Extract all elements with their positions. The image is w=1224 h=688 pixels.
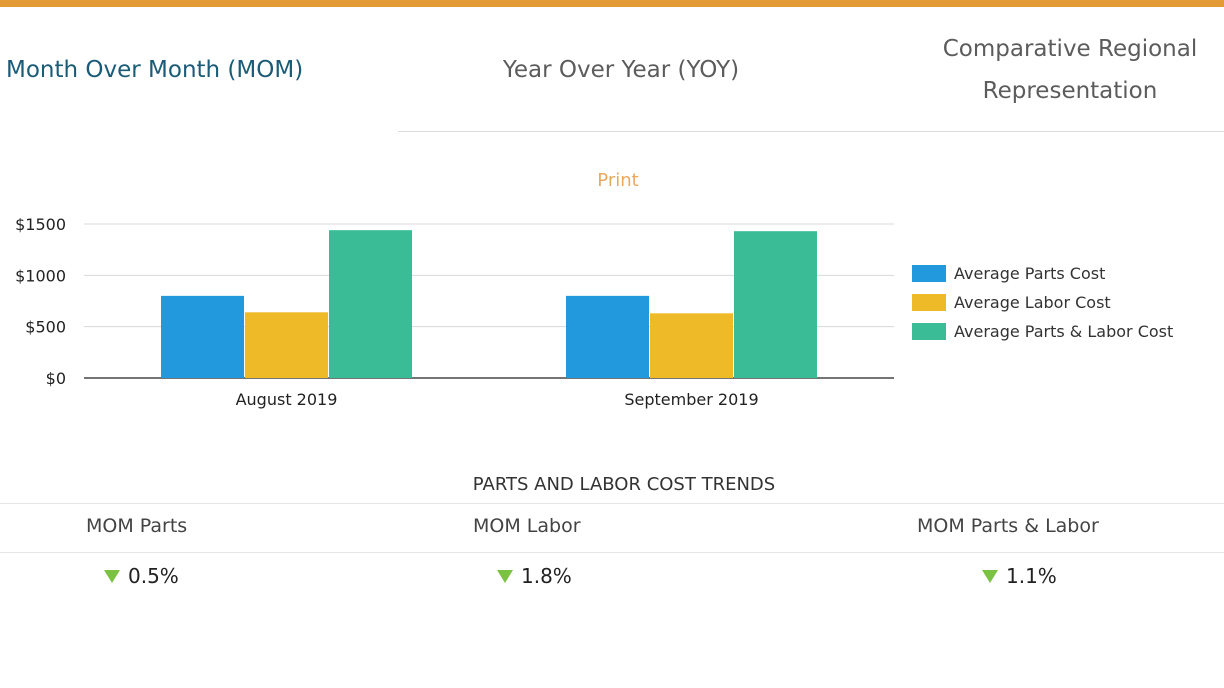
bar-1-0 xyxy=(566,295,649,378)
tab-comparative-regional[interactable]: Comparative Regional Representation xyxy=(916,28,1224,112)
trend-label-mom-parts-labor: MOM Parts & Labor xyxy=(917,515,1099,537)
x-category-label: August 2019 xyxy=(236,390,338,409)
trends-section-title: PARTS AND LABOR COST TRENDS xyxy=(472,474,776,495)
legend-label-parts: Average Parts Cost xyxy=(954,264,1106,283)
legend-item-labor: Average Labor Cost xyxy=(912,288,1173,317)
tab-month-over-month[interactable]: Month Over Month (MOM) xyxy=(6,57,304,83)
trends-divider-bottom xyxy=(0,552,1224,553)
bar-chart: $0 $500 $1000 $1500 August 2019 September 201… xyxy=(15,215,894,409)
bar-0-2 xyxy=(329,230,412,378)
bar-1-2 xyxy=(734,231,817,378)
top-accent-bar xyxy=(0,0,1224,7)
y-tick-label: $1500 xyxy=(15,215,66,234)
trend-value-mom-parts: 0.5% xyxy=(104,564,179,588)
legend-swatch-labor xyxy=(912,294,946,311)
y-tick-label: $500 xyxy=(25,318,66,337)
down-arrow-icon xyxy=(982,569,998,583)
legend-item-parts-labor: Average Parts & Labor Cost xyxy=(912,317,1173,346)
trend-value-text: 0.5% xyxy=(128,564,179,588)
legend-label-parts-labor: Average Parts & Labor Cost xyxy=(954,322,1174,341)
tabs-divider xyxy=(398,131,1224,132)
down-arrow-icon xyxy=(104,569,120,583)
legend-item-parts: Average Parts Cost xyxy=(912,259,1173,288)
bar-1-1 xyxy=(650,313,733,378)
bar-0-0 xyxy=(161,295,244,378)
trend-value-mom-parts-labor: 1.1% xyxy=(982,564,1057,588)
trend-label-mom-parts: MOM Parts xyxy=(86,515,188,537)
legend-label-labor: Average Labor Cost xyxy=(954,293,1111,312)
trend-value-mom-labor: 1.8% xyxy=(497,564,572,588)
y-tick-label: $1000 xyxy=(15,266,66,285)
print-link[interactable]: Print xyxy=(597,170,639,191)
y-tick-label: $0 xyxy=(46,369,66,388)
bar-0-1 xyxy=(245,312,328,378)
tab-comparative-regional-line2: Representation xyxy=(982,78,1158,104)
tab-comparative-regional-line1: Comparative Regional xyxy=(942,36,1198,62)
chart-legend: Average Parts Cost Average Labor Cost Av… xyxy=(912,259,1173,346)
trend-value-text: 1.1% xyxy=(1006,564,1057,588)
trend-value-text: 1.8% xyxy=(521,564,572,588)
tab-year-over-year[interactable]: Year Over Year (YOY) xyxy=(502,57,740,83)
trends-divider-top xyxy=(0,503,1224,504)
legend-swatch-parts xyxy=(912,265,946,282)
down-arrow-icon xyxy=(497,569,513,583)
legend-swatch-parts-labor xyxy=(912,323,946,340)
trend-label-mom-labor: MOM Labor xyxy=(473,515,581,537)
x-category-label: September 2019 xyxy=(624,390,758,409)
